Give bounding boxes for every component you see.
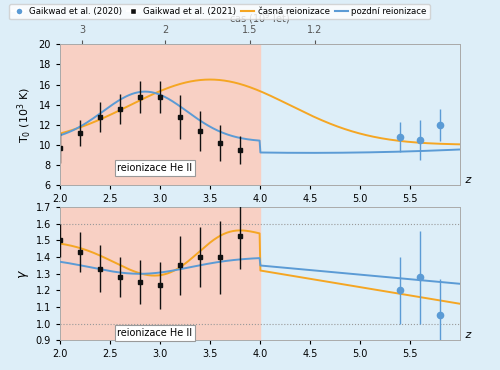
Y-axis label: $\gamma$: $\gamma$	[18, 269, 32, 279]
Bar	[60, 207, 260, 340]
Bar	[60, 44, 260, 185]
X-axis label: čas (10$^9$ let): čas (10$^9$ let)	[230, 11, 290, 26]
Text: z: z	[462, 175, 471, 185]
Text: reionizace He II: reionizace He II	[118, 328, 192, 338]
Text: reionizace He II: reionizace He II	[118, 163, 192, 173]
Y-axis label: T$_0$ (10$^3$ K): T$_0$ (10$^3$ K)	[16, 87, 34, 142]
Text: z: z	[462, 330, 471, 340]
Legend: Gaikwad et al. (2020), Gaikwad et al. (2021), časná reionizace, pozdní reionizac: Gaikwad et al. (2020), Gaikwad et al. (2…	[10, 4, 430, 19]
